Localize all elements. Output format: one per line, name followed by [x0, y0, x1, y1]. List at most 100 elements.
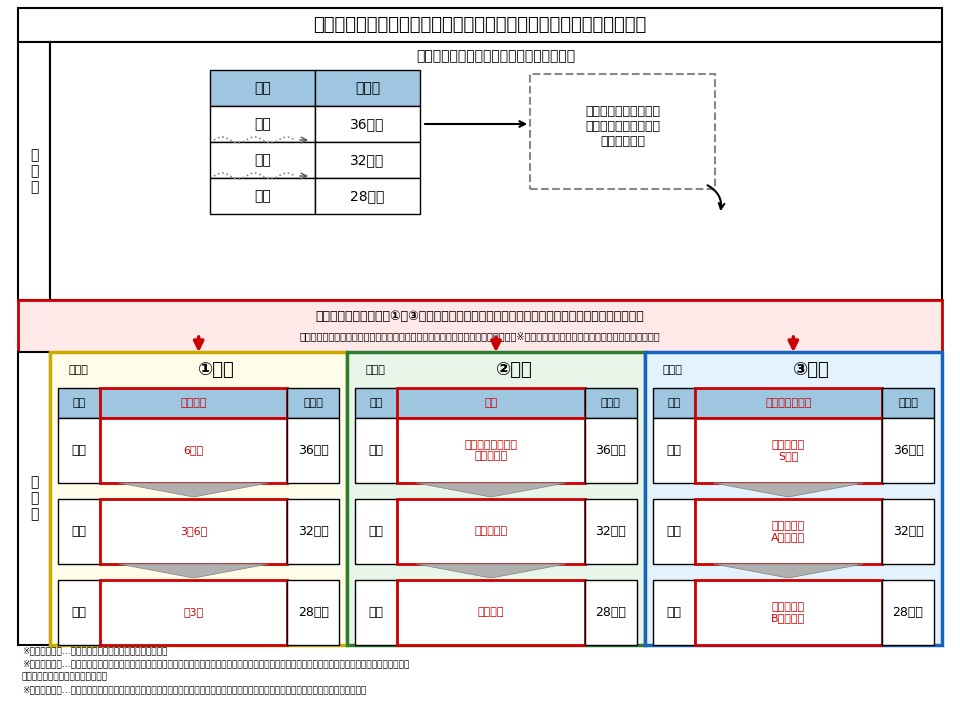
Polygon shape	[416, 483, 566, 497]
Bar	[645, 352, 942, 645]
Text: 主任: 主任	[666, 444, 682, 457]
Text: 班長: 班長	[666, 525, 682, 538]
Text: 処遇改善加算（拡充後）におけるキャリアアップの仕組みのイメージ: 処遇改善加算（拡充後）におけるキャリアアップの仕組みのイメージ	[313, 16, 647, 34]
Bar	[355, 388, 397, 418]
Text: 一般: 一般	[369, 606, 384, 619]
Bar	[695, 418, 882, 483]
Text: （例）: （例）	[68, 365, 88, 375]
Text: 月給例: 月給例	[303, 398, 324, 408]
Text: どのような場合に昇給
するのかが必ずしも明
らかでない。: どのような場合に昇給 するのかが必ずしも明 らかでない。	[585, 105, 660, 148]
Text: 職位・職責・職務内容等に応じた賃金体系: 職位・職責・職務内容等に応じた賃金体系	[417, 49, 576, 63]
Text: 資格: 資格	[485, 398, 497, 408]
Polygon shape	[416, 564, 566, 578]
Bar	[287, 580, 339, 645]
Bar	[585, 580, 636, 645]
Text: る仕組みであることを要する。: る仕組みであることを要する。	[22, 672, 108, 682]
Bar	[397, 499, 585, 564]
Text: 32万円: 32万円	[350, 153, 385, 167]
Bar	[397, 418, 585, 483]
Bar	[100, 499, 287, 564]
Text: 一般: 一般	[71, 606, 86, 619]
Bar	[210, 142, 315, 178]
Text: 28万円: 28万円	[595, 606, 626, 619]
Text: 職位: 職位	[667, 398, 681, 408]
Bar	[653, 388, 695, 418]
Text: 36万円: 36万円	[350, 117, 385, 131]
Polygon shape	[119, 564, 269, 578]
Bar	[287, 418, 339, 483]
Bar	[653, 499, 695, 564]
Text: 班長: 班長	[369, 525, 384, 538]
Bar	[58, 499, 100, 564]
Text: 32万円: 32万円	[298, 525, 328, 538]
Bar	[355, 418, 397, 483]
Bar	[315, 106, 420, 142]
Text: ※２　「資格」…「介護福祉士」「実務者研修修了者」などを想定。ただし、介護福祉士資格を有して当該事業所や法人で就業する者についても昇給が図られ: ※２ 「資格」…「介護福祉士」「実務者研修修了者」などを想定。ただし、介護福祉士…	[22, 660, 409, 668]
Bar	[287, 388, 339, 418]
Text: 月給例: 月給例	[601, 398, 620, 408]
Bar	[355, 580, 397, 645]
Bar	[100, 580, 287, 645]
Bar	[50, 352, 348, 645]
Text: 36万円: 36万円	[595, 444, 626, 457]
Text: 職位: 職位	[370, 398, 383, 408]
Text: 事業者が指定する
資格を取得: 事業者が指定する 資格を取得	[465, 440, 517, 462]
Text: 一般: 一般	[666, 606, 682, 619]
Bar	[653, 418, 695, 483]
Polygon shape	[713, 483, 863, 497]
Text: 28万円: 28万円	[893, 606, 924, 619]
Text: 6年〜: 6年〜	[183, 446, 204, 456]
Bar	[348, 352, 645, 645]
Bar	[315, 70, 420, 106]
Bar	[315, 178, 420, 214]
Text: 36万円: 36万円	[298, 444, 328, 457]
Text: 28万円: 28万円	[350, 189, 385, 203]
Text: 一般: 一般	[254, 189, 271, 203]
Bar	[530, 74, 715, 189]
Text: 主任: 主任	[369, 444, 384, 457]
Text: 勤続年数: 勤続年数	[180, 398, 207, 408]
Text: 月給例: 月給例	[355, 81, 380, 95]
Text: 職位: 職位	[254, 81, 271, 95]
Bar	[100, 388, 287, 418]
Text: 班長: 班長	[254, 153, 271, 167]
Text: 資格なし: 資格なし	[478, 608, 504, 618]
Bar	[355, 499, 397, 564]
Bar	[585, 418, 636, 483]
Bar	[695, 499, 882, 564]
Bar	[18, 352, 50, 645]
Bar	[695, 388, 882, 418]
Text: 一般試験で
A評価以上: 一般試験で A評価以上	[771, 521, 805, 542]
Text: （例）: （例）	[662, 365, 683, 375]
Bar	[100, 418, 287, 483]
Text: 班長試験で
S評価: 班長試験で S評価	[772, 440, 804, 462]
Bar	[397, 580, 585, 645]
Text: ③評価: ③評価	[793, 361, 829, 379]
Text: 介護福祉士: 介護福祉士	[474, 526, 508, 536]
Bar	[58, 388, 100, 418]
Bar	[50, 42, 942, 300]
Bar	[58, 580, 100, 645]
Bar	[397, 388, 585, 418]
Text: 32万円: 32万円	[595, 525, 626, 538]
Text: 主任: 主任	[71, 444, 86, 457]
Bar	[585, 499, 636, 564]
Bar	[585, 388, 636, 418]
Bar	[210, 106, 315, 142]
Text: （例）: （例）	[366, 365, 385, 375]
Bar	[882, 388, 934, 418]
Text: 32万円: 32万円	[893, 525, 924, 538]
Bar	[882, 499, 934, 564]
Bar	[58, 418, 100, 483]
Bar	[653, 580, 695, 645]
Bar	[695, 580, 882, 645]
Text: 事業者において以下の①〜③のいずれかに応じた昇給の仕組みを設けることを新たに要件とする: 事業者において以下の①〜③のいずれかに応じた昇給の仕組みを設けることを新たに要件…	[316, 310, 644, 323]
Text: 月給例: 月給例	[898, 398, 918, 408]
Polygon shape	[119, 483, 269, 497]
Text: ②資格: ②資格	[495, 361, 533, 379]
Text: 旧
加
算: 旧 加 算	[30, 148, 38, 194]
Text: （就業規則等の明確な根拠規定の書面での整備・全ての介護職員への周知を含む）※昇給の方式は、基本給、手当、賞与等を問わない。: （就業規則等の明確な根拠規定の書面での整備・全ての介護職員への周知を含む）※昇給…	[300, 331, 660, 341]
Text: ①経験: ①経験	[199, 361, 235, 379]
Bar	[882, 418, 934, 483]
Bar	[210, 178, 315, 214]
